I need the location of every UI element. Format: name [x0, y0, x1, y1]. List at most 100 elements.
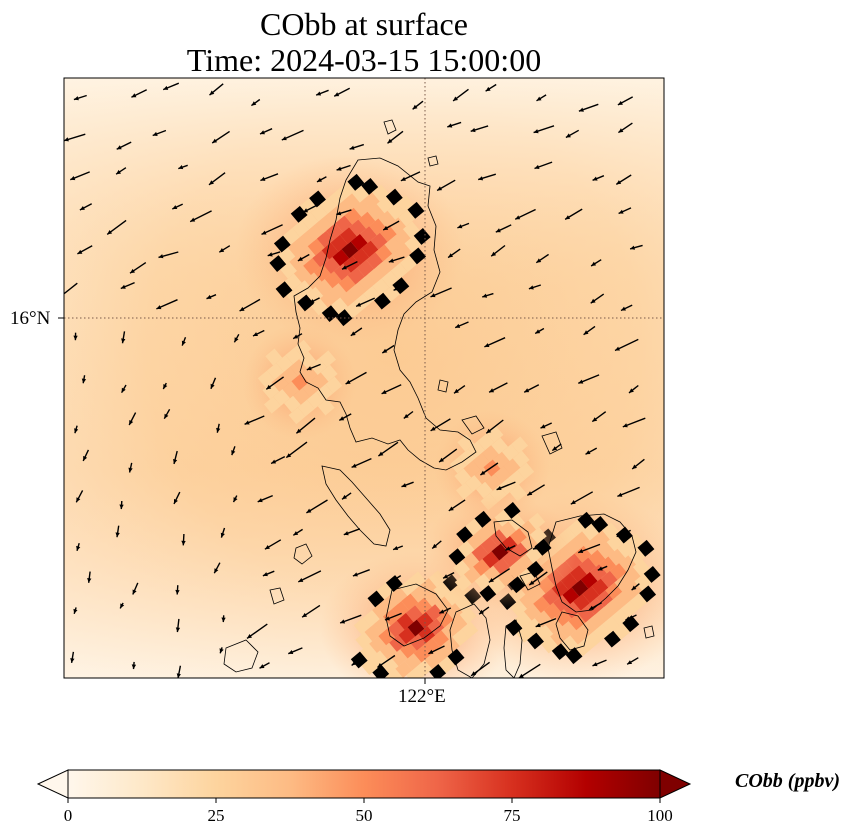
hotspot-cell — [369, 218, 387, 236]
hotspot-cell — [606, 596, 624, 614]
wind-arrow-head — [77, 249, 83, 254]
hotspot-cell — [463, 460, 481, 478]
hotspot-cell — [312, 250, 330, 268]
hotspot-cell — [597, 604, 615, 622]
hotspot-cell — [373, 292, 391, 310]
wind-arrow-head — [233, 497, 238, 503]
hotspot-cell — [298, 246, 316, 264]
wind-arrow-head — [212, 138, 218, 143]
wind-arrow-head — [342, 494, 347, 500]
wind-arrow-head — [470, 127, 476, 133]
wind-arrow-head — [129, 420, 134, 425]
hotspot-cell — [447, 648, 465, 666]
hotspot-cell — [503, 458, 521, 476]
hotspot-cell — [330, 234, 348, 252]
hotspot-cell — [573, 593, 591, 611]
concentration-field — [64, 78, 664, 678]
hotspot-cell — [569, 565, 587, 583]
hotspot-cell — [376, 582, 394, 600]
calamian-coastline — [223, 639, 259, 673]
hotspot-cell — [474, 573, 492, 591]
hotspot-cell — [372, 278, 390, 296]
hotspot-cell — [291, 373, 309, 391]
hotspot-cell — [639, 585, 657, 603]
wind-arrow-head — [116, 169, 121, 175]
hotspot-cell — [288, 407, 306, 425]
hotspot-cell — [273, 388, 291, 406]
hotspot-cell — [602, 616, 620, 634]
hotspot-cell — [565, 647, 583, 665]
hotspot-cell — [483, 565, 501, 583]
hotspot-cell — [361, 177, 379, 195]
hotspot-cell — [579, 557, 597, 575]
wind-arrow-head — [281, 136, 287, 141]
hotspot-cell — [588, 549, 606, 567]
hotspot-cell — [297, 294, 315, 312]
hotspot-cell — [457, 434, 475, 452]
hotspot-cell — [359, 643, 377, 661]
wind-arrow-head — [439, 609, 445, 614]
hotspot-cell — [344, 207, 362, 225]
hotspot-cell — [413, 645, 431, 663]
hotspot-cell — [363, 286, 381, 303]
hotspot-cell — [362, 192, 380, 210]
hotspot-cell — [342, 193, 360, 211]
hotspot-cell — [353, 617, 371, 635]
map-title: CObb at surface — [260, 6, 468, 42]
hotspot-cell — [406, 667, 424, 678]
hotspot-cell — [551, 643, 569, 661]
hotspot-cell — [536, 624, 554, 642]
hotspot-cell — [492, 451, 510, 469]
hotspot-cell — [401, 593, 419, 611]
wind-arrow-head — [266, 384, 272, 390]
wind-arrow-head — [174, 498, 178, 504]
hotspot-cell — [370, 232, 388, 250]
hotspot-cell — [280, 261, 298, 279]
hotspot-cell — [367, 590, 385, 608]
wind-arrow-head — [495, 228, 501, 233]
wind-arrow-head — [190, 217, 196, 222]
hotspot-cell — [369, 636, 387, 653]
map-time-subtitle: Time: 2024-03-15 15:00:00 — [186, 42, 542, 78]
hotspot-cell — [367, 266, 385, 284]
hotspot-cell — [352, 185, 370, 203]
hotspot-cell — [599, 556, 617, 574]
hotspot-cell — [396, 195, 414, 213]
wind-arrow-head — [518, 673, 524, 678]
wind-arrow-head — [535, 329, 541, 334]
wind-arrow-head — [621, 306, 626, 311]
wind-arrow-head — [578, 549, 584, 553]
wind-arrow-head — [209, 180, 214, 185]
wind-arrow-head — [552, 446, 558, 451]
hotspot-cell — [296, 231, 314, 249]
hotspot-cell — [325, 376, 343, 394]
hotspot-cell — [283, 227, 301, 245]
wind-arrow-head — [403, 414, 409, 419]
wind-arrow-head — [178, 165, 184, 170]
hotspot-cell — [568, 613, 586, 631]
hotspot-cell — [591, 578, 609, 596]
colorbar-extend-max — [659, 769, 692, 799]
hotspot-cell — [600, 570, 618, 588]
wind-arrow-head — [356, 302, 362, 307]
hotspot-cell — [454, 468, 472, 486]
wind-arrow-head — [343, 531, 349, 536]
hotspot-cell — [461, 621, 479, 639]
hotspot-cell — [330, 297, 348, 315]
wind-arrow-head — [87, 578, 92, 583]
wind-arrow-head — [597, 566, 603, 571]
wind-arrow-head — [412, 104, 418, 110]
wind-arrow-head — [131, 93, 137, 98]
hotspot-cell — [525, 546, 543, 564]
wind-arrow-head — [260, 130, 265, 135]
hotspot-cell — [358, 274, 376, 292]
wind-arrow-head — [288, 650, 294, 654]
hotspot-cell — [465, 474, 483, 492]
hotspot-cell — [399, 255, 417, 273]
wind-arrow-head — [316, 91, 322, 96]
wind-arrow-head — [302, 612, 308, 618]
hotspot-cell — [375, 244, 393, 262]
hotspot-cell — [553, 594, 571, 612]
wind-arrow-head — [259, 664, 265, 669]
wind-arrow-head — [527, 491, 533, 496]
